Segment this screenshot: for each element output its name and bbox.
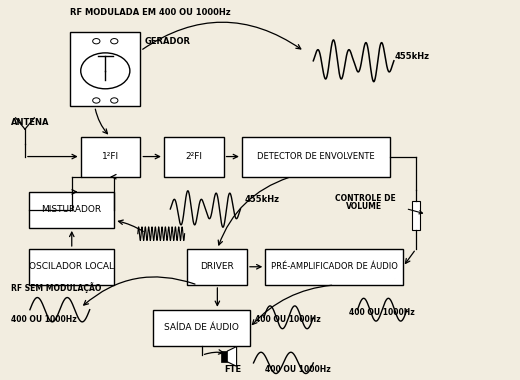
- Bar: [70, 32, 140, 106]
- Text: 400 OU 1000Hz: 400 OU 1000Hz: [349, 308, 415, 317]
- Text: 400 OU 1000Hz: 400 OU 1000Hz: [255, 315, 320, 324]
- Bar: [29, 249, 114, 285]
- Bar: [221, 351, 227, 362]
- Text: 400 OU 1000Hz: 400 OU 1000Hz: [265, 365, 331, 374]
- Polygon shape: [227, 347, 237, 366]
- Text: OSCILADOR LOCAL: OSCILADOR LOCAL: [29, 263, 114, 271]
- Text: PRÉ-AMPLIFICADOR DE ÁUDIO: PRÉ-AMPLIFICADOR DE ÁUDIO: [271, 263, 397, 271]
- Text: 1²FI: 1²FI: [102, 152, 119, 161]
- Text: FTE: FTE: [225, 365, 242, 374]
- Text: 2²FI: 2²FI: [185, 152, 202, 161]
- Text: RF MODULADA EM 400 OU 1000Hz: RF MODULADA EM 400 OU 1000Hz: [70, 8, 231, 17]
- Bar: [412, 201, 420, 230]
- Text: GERADOR: GERADOR: [145, 36, 190, 46]
- Bar: [242, 137, 390, 177]
- Text: MISTURADOR: MISTURADOR: [42, 206, 101, 214]
- Bar: [265, 249, 403, 285]
- Text: VOLUME: VOLUME: [346, 202, 382, 211]
- Text: 455kHz: 455kHz: [244, 195, 279, 204]
- Bar: [81, 137, 140, 177]
- Text: DETECTOR DE ENVOLVENTE: DETECTOR DE ENVOLVENTE: [257, 152, 375, 161]
- Bar: [29, 192, 114, 228]
- Text: RF SEM MODULAÇÃO: RF SEM MODULAÇÃO: [11, 282, 102, 293]
- Text: CONTROLE DE: CONTROLE DE: [335, 194, 396, 203]
- Text: 400 OU 1000Hz: 400 OU 1000Hz: [11, 315, 77, 324]
- Text: 455kHz: 455kHz: [394, 52, 429, 61]
- Bar: [164, 137, 224, 177]
- Text: SAÍDA DE ÁUDIO: SAÍDA DE ÁUDIO: [164, 323, 239, 332]
- Bar: [187, 249, 247, 285]
- Bar: [153, 310, 250, 346]
- Text: ANTENA: ANTENA: [11, 118, 50, 127]
- Text: DRIVER: DRIVER: [200, 263, 234, 271]
